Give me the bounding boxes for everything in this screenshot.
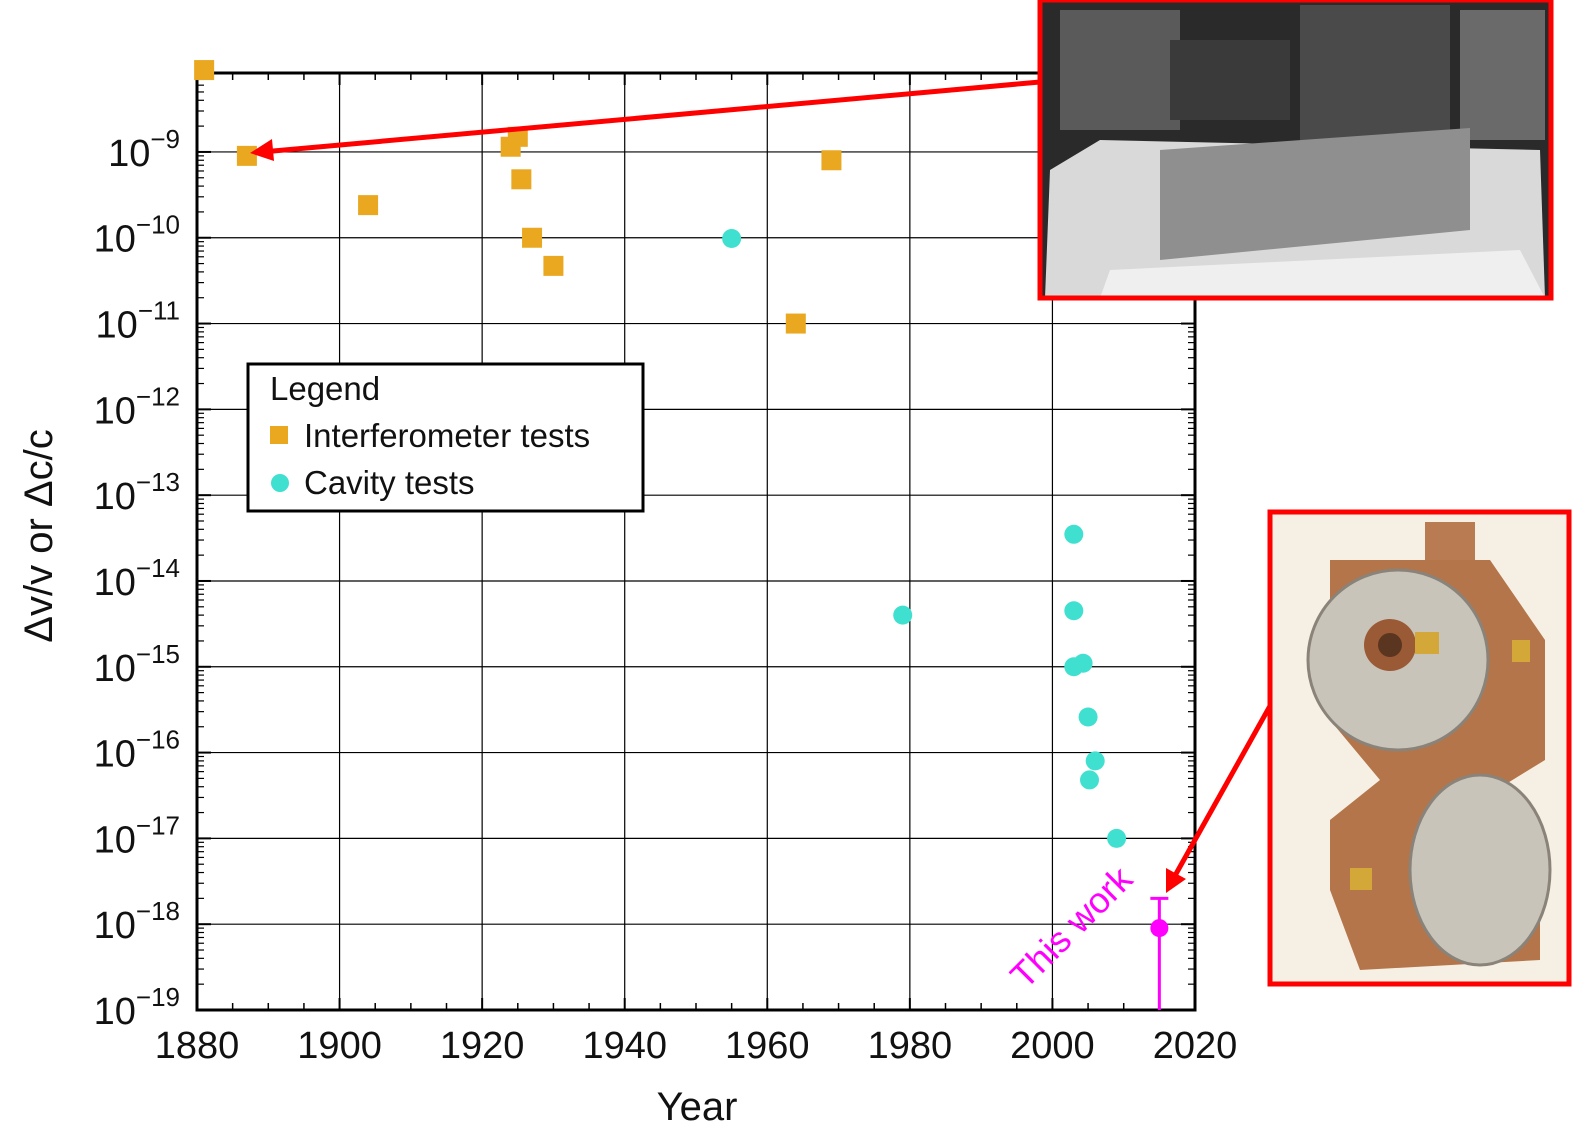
interferometer-point [358,195,379,216]
y-tick-label: 10−19 [94,982,180,1033]
y-tick-label: 10−14 [94,553,180,604]
x-tick-label: 1980 [868,1025,953,1067]
this-work-label: This work [1002,858,1141,997]
cavity-point [1079,770,1099,790]
y-tick-label: 10−18 [94,896,180,947]
y-tick-label: 10−9 [108,124,180,175]
interferometer-point [543,255,564,276]
interferometer-photo [1037,0,1554,301]
cavity-point [1107,828,1127,848]
arrow-to-this-work [1169,695,1278,883]
legend-label-cavity: Cavity tests [304,464,475,501]
x-tick-label: 1920 [440,1025,525,1067]
x-tick-label: 1940 [582,1025,667,1067]
x-tick-label: 1880 [155,1025,240,1067]
interferometer-point [821,150,842,171]
x-tick-label: 2000 [1010,1025,1095,1067]
y-axis-label: Δv/v or Δc/c [17,429,61,642]
arrow-to-interferometer-point [261,79,1041,155]
y-tick-label: 10−15 [94,639,180,690]
cavity-photo [1267,509,1572,987]
x-tick-label: 2020 [1153,1025,1238,1067]
arrowhead-this-work [1166,868,1186,893]
y-tick-label: 10−12 [94,381,180,432]
plot-frame [195,71,1197,1012]
y-tick-label: 10−17 [94,810,180,861]
interferometer-point [236,145,257,166]
interferometer-point [511,169,532,190]
arrowhead-interferometer [250,139,274,161]
interferometer-point [522,227,543,248]
cavity-point [1064,524,1084,544]
x-tick-label: 1960 [725,1025,810,1067]
legend: Legend Interferometer tests Cavity tests [246,362,645,513]
y-tick-label: 10−16 [94,725,180,776]
y-tick-labels: 10−19 10−18 10−17 10−16 10−15 10−14 10−13 10−12… [94,124,180,1033]
y-tick-label: 10−11 [96,296,180,347]
cavity-point [722,229,742,249]
interferometer-point [194,60,215,81]
cavity-point [1073,653,1093,673]
data-marks [194,60,1127,848]
legend-box [246,362,645,513]
this-work-point [1150,919,1169,938]
legend-title: Legend [270,370,380,407]
cavity-point [1064,601,1084,621]
legend-label-interferometer: Interferometer tests [304,417,590,454]
cavity-point [893,605,913,625]
cavity-point [1078,707,1098,727]
legend-symbol-cavity [271,474,289,492]
legend-symbol-interferometer [270,426,288,444]
cavity-point [1085,751,1105,771]
y-tick-label: 10−13 [94,467,180,518]
x-axis-label: Year [657,1085,738,1129]
x-tick-labels: 1880 1900 1920 1940 1960 1980 2000 2020 [155,1025,1238,1067]
y-tick-label: 10−10 [94,210,180,261]
x-tick-label: 1900 [297,1025,382,1067]
this-work-highlight: This work [1002,858,1169,1010]
interferometer-point [785,313,806,334]
